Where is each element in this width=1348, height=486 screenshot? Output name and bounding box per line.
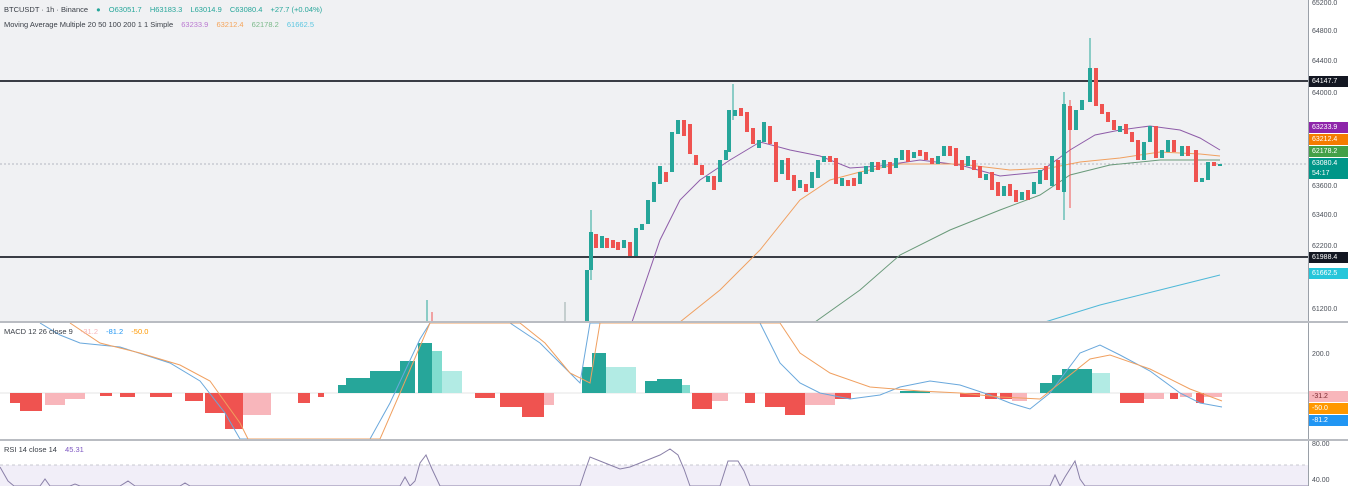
last-price-tag: 63080.4 (1309, 158, 1348, 169)
ma100-price-tag: 62178.2 (1309, 146, 1348, 157)
pane-separator[interactable] (0, 321, 1348, 323)
ma100-value: 62178.2 (251, 20, 279, 29)
bar-countdown-tag: 54:17 (1309, 168, 1348, 179)
price-tick: 65200.0 (1312, 0, 1338, 7)
macd-chart (0, 323, 1308, 439)
ohlc-change: +27.7 (+0.04%) (270, 5, 323, 14)
rsi-value: 45.31 (65, 445, 84, 454)
macd-tick: 200.0 (1312, 351, 1330, 358)
candles (585, 38, 1222, 322)
main-price-pane[interactable]: BTCUSDT · 1h · Binance ● O63051.7 H63183… (0, 0, 1308, 322)
rsi-chart (0, 448, 1308, 486)
ma20-price-tag: 63233.9 (1309, 122, 1348, 133)
macd-histogram (10, 343, 1222, 429)
price-tick: 63400.0 (1312, 212, 1338, 219)
macd-line-tag: -81.2 (1309, 415, 1348, 426)
macd-pane[interactable]: MACD 12 26 close 9 -31.2 -81.2 -50.0 (0, 323, 1308, 439)
rsi-tick: 80.00 (1312, 441, 1330, 448)
macd-signal-value: -50.0 (131, 327, 149, 336)
ma200-value: 61662.5 (286, 20, 315, 29)
rsi-label: RSI 14 close 14 (4, 445, 57, 454)
rsi-legend[interactable]: RSI 14 close 14 45.31 (4, 445, 90, 454)
ma-legend[interactable]: Moving Average Multiple 20 50 100 200 1 … (4, 20, 320, 29)
ohlc-close: C63080.4 (229, 5, 263, 14)
rsi-pane[interactable]: RSI 14 close 14 45.31 (0, 441, 1308, 486)
price-tick: 63600.0 (1312, 183, 1338, 190)
ma200-price-tag: 61662.5 (1309, 268, 1348, 279)
rsi-line (0, 448, 1308, 486)
price-tick: 64800.0 (1312, 28, 1338, 35)
ma20-value: 63233.9 (181, 20, 209, 29)
market-status-dot: ● (96, 5, 101, 14)
price-tick: 61200.0 (1312, 306, 1338, 313)
ohlc-high: H63183.3 (149, 5, 183, 14)
ohlc-low: L63014.9 (190, 5, 222, 14)
macd-line (39, 323, 1223, 439)
symbol-legend: BTCUSDT · 1h · Binance ● O63051.7 H63183… (4, 5, 328, 14)
signal-line (69, 323, 1223, 439)
resistance-price-tag: 64147.7 (1309, 76, 1348, 87)
candlestick-chart[interactable] (0, 0, 1308, 322)
symbol-title[interactable]: BTCUSDT · 1h · Binance (4, 5, 89, 14)
support-price-tag: 61988.4 (1309, 252, 1348, 263)
price-tick: 62200.0 (1312, 243, 1338, 250)
macd-label: MACD 12 26 close 9 (4, 327, 73, 336)
price-tick: 64000.0 (1312, 90, 1338, 97)
ma-legend-label: Moving Average Multiple 20 50 100 200 1 … (4, 20, 174, 29)
ma50-price-tag: 63212.4 (1309, 134, 1348, 145)
macd-signal-tag: -50.0 (1309, 403, 1348, 414)
ohlc-open: O63051.7 (108, 5, 142, 14)
pane-separator[interactable] (0, 439, 1348, 441)
macd-histogram-value: -31.2 (80, 327, 98, 336)
macd-legend[interactable]: MACD 12 26 close 9 -31.2 -81.2 -50.0 (4, 327, 154, 336)
rsi-tick: 40.00 (1312, 477, 1330, 484)
macd-line-value: -81.2 (106, 327, 124, 336)
price-tick: 64400.0 (1312, 58, 1338, 65)
macd-histogram-tag: -31.2 (1309, 391, 1348, 402)
ma50-value: 63212.4 (216, 20, 244, 29)
rsi-axis[interactable]: 80.00 40.00 (1308, 441, 1348, 486)
